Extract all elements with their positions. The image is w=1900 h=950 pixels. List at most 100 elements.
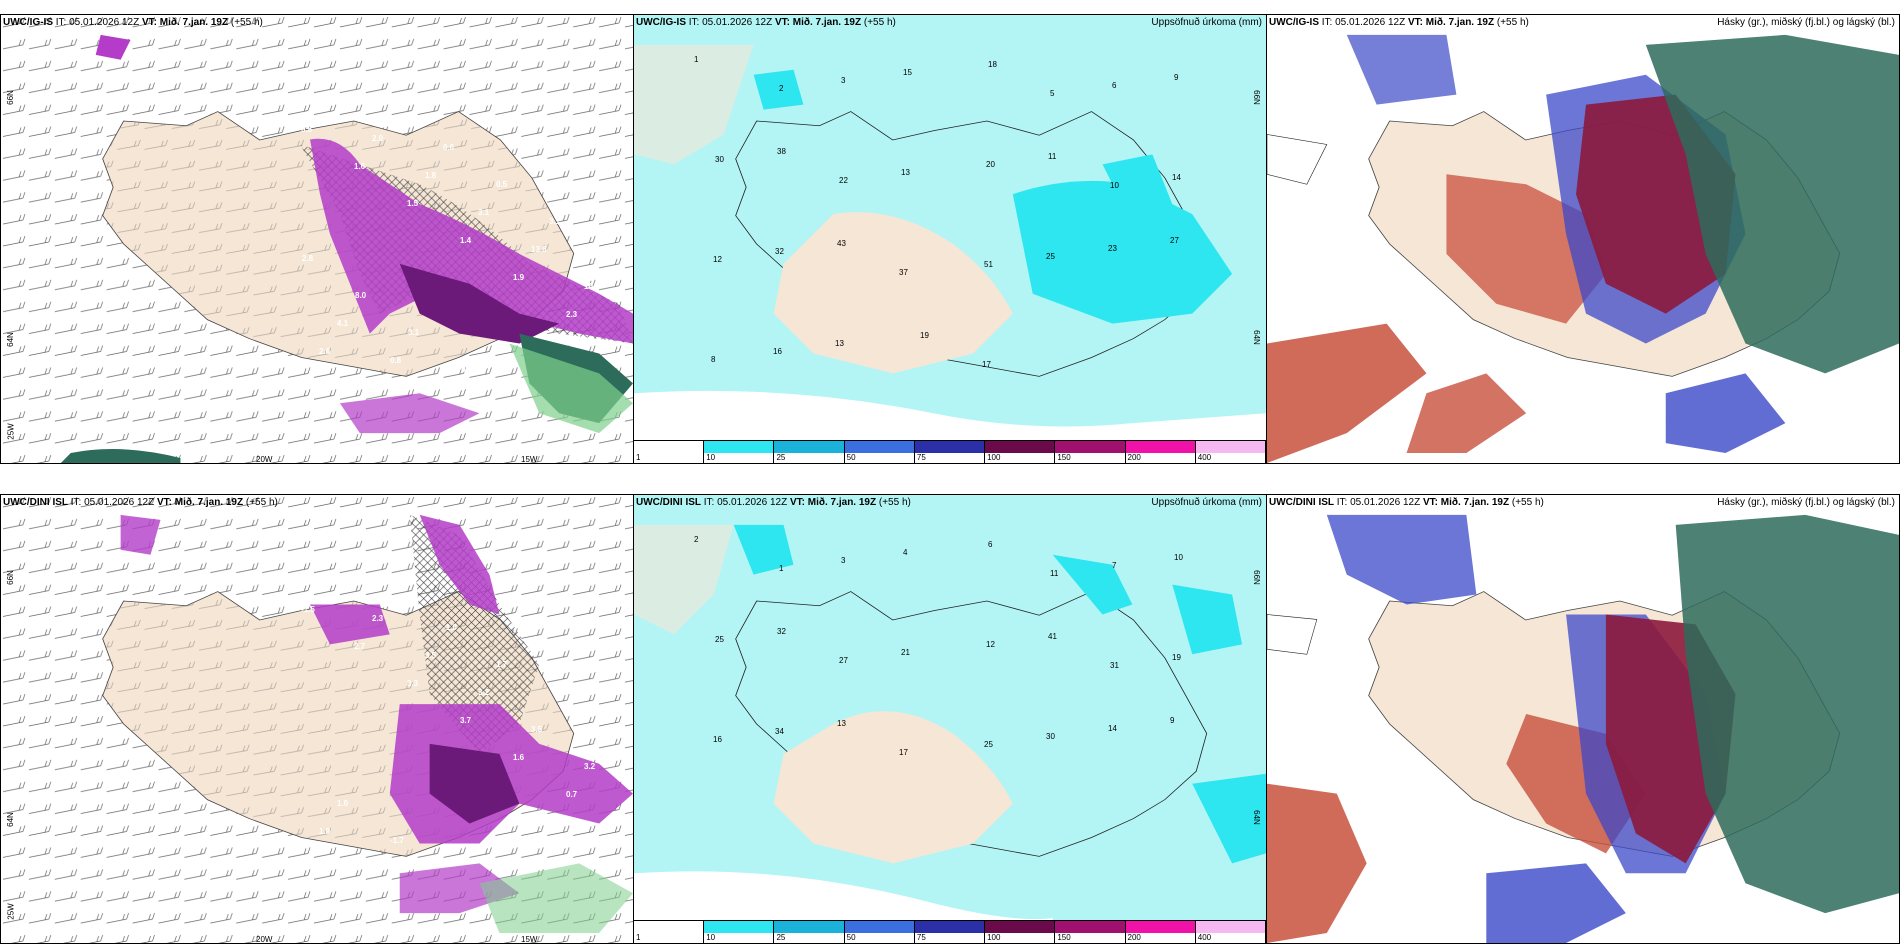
colorbar: 1 10 25 50 75 100 150 200 400 — [634, 920, 1266, 943]
map-value-label: 3.1 — [408, 328, 420, 337]
map-value-label: 51 — [984, 260, 993, 269]
map-value-label: 16 — [713, 735, 722, 744]
model-name: UWC/IG-IS — [1269, 17, 1319, 28]
colorbar-tick-label: 200 — [1127, 453, 1141, 462]
map-value-label: 1.5 — [407, 199, 419, 208]
map-value-label: 17 — [899, 748, 908, 757]
init-time: 05.01.2026 12Z — [1350, 497, 1421, 508]
map-value-label: 21 — [901, 648, 910, 657]
axis-label: 64N — [1252, 810, 1262, 825]
map-value-label: 15 — [903, 68, 912, 77]
vt-label: VT: — [1422, 497, 1438, 508]
axis-label: 15W — [521, 935, 538, 944]
axis-label: 20W — [256, 455, 273, 464]
map-value-label: 22 — [839, 176, 848, 185]
colorbar-tick-label: 25 — [776, 453, 786, 462]
map-value-label: 2.8 — [302, 254, 314, 263]
init-time: 05.01.2026 12Z — [84, 497, 155, 508]
map-value-label: 0.7 — [566, 790, 578, 799]
map-value-label: 12 — [986, 640, 995, 649]
lead-time: (+55 h) — [230, 17, 263, 28]
valid-time: Mið. 7.jan. 19Z — [159, 17, 229, 28]
map-value-label: 2.7 — [354, 642, 366, 651]
map-ig-cloud — [1267, 15, 1899, 463]
colorbar-swatch — [985, 441, 1055, 453]
it-label: IT: — [688, 17, 700, 28]
panel-ig-wind: UWC/IG-IS IT: 05.01.2026 12Z VT: Mið. 7.… — [0, 14, 634, 464]
colorbar-tick-label: 150 — [1057, 453, 1071, 462]
panel-title: Hásky (gr.), miðský (fj.bl.) og lágský (… — [1717, 17, 1895, 28]
axis-label: 66N — [5, 90, 15, 105]
colorbar-tick-label: 10 — [706, 453, 716, 462]
colorbar-segment: 400 — [1195, 441, 1266, 463]
map-value-label: 1.9 — [513, 273, 525, 282]
colorbar-tick-label: 75 — [916, 453, 926, 462]
map-value-label: 37 — [899, 268, 908, 277]
axis-label: 15W — [521, 455, 538, 464]
map-value-label: 6 — [1112, 81, 1117, 90]
model-name: UWC/IG-IS — [3, 17, 53, 28]
colorbar-swatch — [985, 921, 1055, 933]
map-value-label: 3.7 — [460, 716, 472, 725]
map-value-label: 1 — [694, 55, 699, 64]
map-value-label: 2.0 — [372, 134, 384, 143]
colorbar-segment: 150 — [1055, 441, 1126, 463]
colorbar-tick-label: 1 — [636, 453, 641, 462]
map-value-label: 11 — [1050, 569, 1059, 578]
colorbar-swatch — [914, 921, 985, 933]
map-value-label: 27 — [1170, 236, 1179, 245]
map-value-label: 12 — [713, 255, 722, 264]
colorbar-tick-label: 200 — [1127, 933, 1141, 942]
colorbar-tick-label: 25 — [776, 933, 786, 942]
map-ig-wind — [1, 15, 633, 463]
colorbar-segment: 10 — [704, 921, 775, 943]
it-label: IT: — [1321, 17, 1333, 28]
panel-dini-wind: UWC/DINI ISL IT: 05.01.2026 12Z VT: Mið.… — [0, 494, 634, 944]
panel-header: UWC/IG-IS IT: 05.01.2026 12Z VT: Mið. 7.… — [3, 17, 263, 28]
colorbar-tick-label: 75 — [916, 933, 926, 942]
colorbar-swatch — [704, 921, 774, 933]
map-value-label: 14 — [1108, 724, 1117, 733]
map-value-label: 2.3 — [372, 614, 384, 623]
colorbar-swatch — [844, 921, 914, 933]
colorbar-swatch — [914, 441, 985, 453]
lead-time: (+55 h) — [1496, 17, 1529, 28]
map-value-label: 27 — [839, 656, 848, 665]
vt-label: VT: — [774, 17, 790, 28]
colorbar-swatch — [704, 441, 774, 453]
map-value-label: 4 — [903, 548, 908, 557]
valid-time: Mið. 7.jan. 19Z — [174, 497, 244, 508]
axis-label: 66N — [1252, 90, 1262, 105]
colorbar-segment: 25 — [774, 441, 845, 463]
map-value-label: 17 — [982, 360, 991, 369]
map-value-label: 30 — [1046, 732, 1055, 741]
map-value-label: 31 — [1110, 661, 1119, 670]
colorbar-segment: 50 — [844, 921, 915, 943]
map-value-label: 1.6 — [513, 753, 525, 762]
map-value-label: 18 — [988, 60, 997, 69]
map-value-label: 0.9 — [461, 365, 473, 374]
map-value-label: 0.6 — [443, 143, 455, 152]
map-value-label: 23 — [1108, 244, 1117, 253]
valid-time: Mið. 7.jan. 19Z — [1440, 497, 1510, 508]
map-value-label: 8.0 — [355, 291, 367, 300]
init-time: 05.01.2026 12Z — [1335, 17, 1406, 28]
panel-dini-precip: UWC/DINI ISL IT: 05.01.2026 12Z VT: Mið.… — [633, 494, 1267, 944]
colorbar-swatch — [1055, 441, 1125, 453]
colorbar-segment: 100 — [985, 441, 1056, 463]
map-value-label: -1.5 — [301, 605, 315, 614]
map-value-label: 32 — [777, 627, 786, 636]
map-value-label: 13 — [901, 168, 910, 177]
map-value-label: 1.7 — [496, 660, 508, 669]
axis-label: 64N — [5, 332, 15, 347]
map-value-label: 5 — [1050, 89, 1055, 98]
colorbar-swatch — [1195, 441, 1265, 453]
map-value-label: 43 — [837, 239, 846, 248]
map-dini-wind — [1, 495, 633, 943]
valid-time: Mið. 7.jan. 19Z — [792, 17, 862, 28]
map-value-label: 2.3 — [566, 310, 578, 319]
map-value-label: 13 — [837, 719, 846, 728]
colorbar-segment: 400 — [1195, 921, 1266, 943]
map-value-label: 30 — [715, 155, 724, 164]
map-value-label: 8 — [711, 355, 716, 364]
